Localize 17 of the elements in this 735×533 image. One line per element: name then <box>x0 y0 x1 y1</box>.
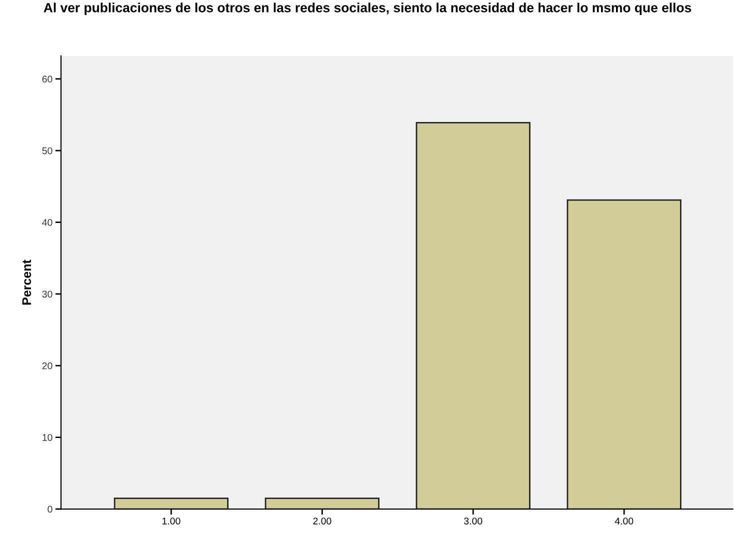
bar <box>566 199 682 510</box>
y-axis-title: Percent <box>22 260 32 305</box>
y-tick-label: 40 <box>42 219 52 226</box>
x-tick-label: 2.00 <box>313 518 332 524</box>
y-tick-label: 30 <box>42 290 52 298</box>
y-tick-label: 20 <box>42 362 52 370</box>
x-tick-label: 4.00 <box>614 518 634 524</box>
x-tick-label: 3.00 <box>464 518 482 524</box>
y-tick-label: 50 <box>42 147 52 154</box>
bar <box>114 498 229 510</box>
chart-title: Al ver publicaciones de los otros en las redes sociales, siento la necesidad de hacer lo msmo que ellos <box>44 2 692 15</box>
x-tick-label: 1.00 <box>162 518 180 524</box>
y-tick-label: 0 <box>48 506 52 513</box>
bar <box>416 122 530 510</box>
bar <box>264 498 380 510</box>
y-tick-label: 10 <box>42 434 52 441</box>
y-tick-label: 60 <box>42 76 52 83</box>
